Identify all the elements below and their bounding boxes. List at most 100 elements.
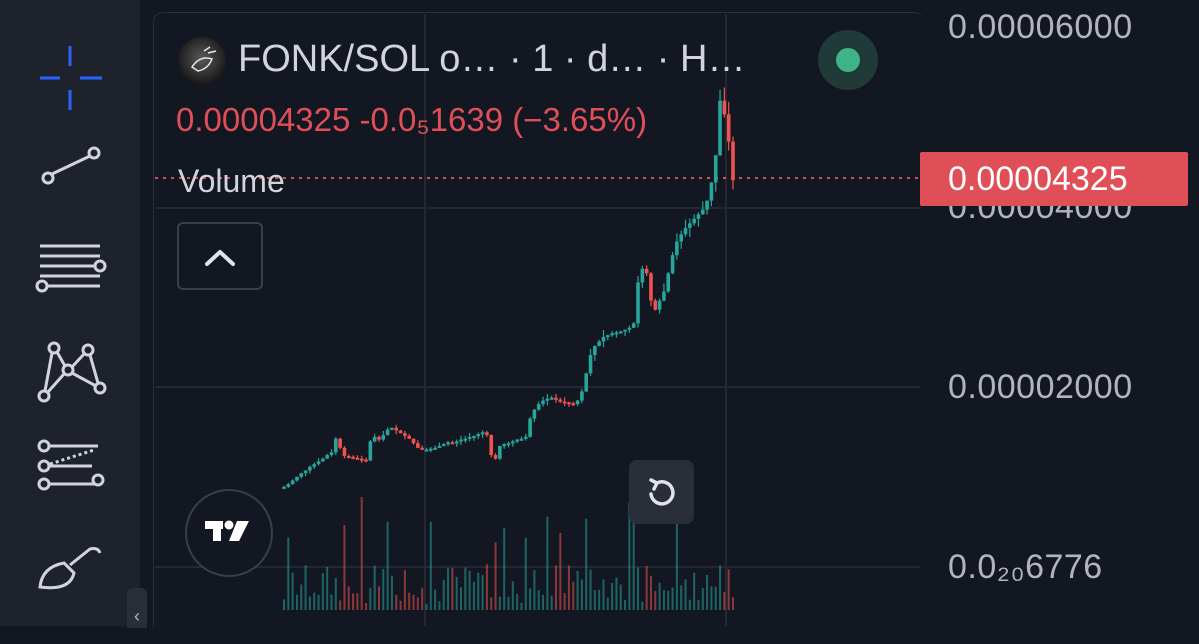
volume-bar	[701, 588, 704, 610]
candle-body	[692, 218, 696, 224]
volume-bar	[287, 537, 290, 610]
candle-body	[355, 457, 360, 460]
candle-body	[541, 400, 545, 405]
volume-bar	[693, 572, 696, 610]
candle-body	[670, 255, 675, 274]
volume-bar	[719, 565, 722, 610]
candle-body	[493, 455, 498, 459]
candle-body	[377, 436, 381, 440]
volume-label[interactable]: Volume	[178, 163, 285, 199]
symbol-logo	[178, 37, 226, 85]
volume-bar	[447, 567, 450, 610]
volume-bar	[304, 565, 307, 610]
candle-body	[450, 442, 455, 445]
candle-body	[571, 403, 576, 406]
volume-bar	[503, 527, 506, 610]
volume-bar	[339, 600, 342, 610]
volume-bar	[295, 594, 298, 610]
ohlc-values: 0.00004325 -0.0₅1639 (−3.65%)	[176, 101, 648, 138]
volume-bar	[377, 586, 380, 610]
volume-bar	[641, 601, 644, 610]
volume-bar	[567, 565, 570, 610]
candle-body	[329, 452, 334, 456]
chart-pane[interactable]	[153, 12, 924, 627]
candle-body	[312, 464, 317, 467]
volume-bar	[365, 603, 368, 610]
volume-bar	[524, 537, 527, 610]
candle-body	[506, 443, 511, 446]
candle-body	[554, 397, 558, 400]
reset-chart-button[interactable]	[629, 460, 694, 524]
volume-bar	[516, 593, 519, 610]
volume-bar	[572, 581, 575, 610]
sidebar-toggle-button[interactable]: ‹	[127, 588, 147, 628]
trend-line-icon[interactable]	[30, 115, 110, 195]
volume-bar	[321, 573, 324, 610]
forecast-icon[interactable]	[30, 430, 110, 510]
candle-body	[407, 435, 412, 439]
candle-body	[321, 458, 325, 462]
drawing-toolbar	[0, 0, 140, 626]
volume-bar	[559, 532, 562, 610]
volume-bar	[658, 582, 661, 610]
price-scale[interactable]	[923, 0, 1199, 626]
price-axis-label: 0.0₂₀6776	[948, 548, 1103, 586]
candles	[282, 87, 735, 490]
candle-body	[295, 476, 299, 481]
candle-body	[675, 241, 679, 256]
volume-bar	[632, 496, 635, 610]
candle-body	[515, 439, 519, 442]
volume-bar	[710, 586, 713, 610]
volume-bar	[308, 596, 311, 610]
candle-body	[372, 436, 377, 442]
grid	[155, 14, 920, 626]
candle-body	[454, 441, 459, 444]
candle-body	[416, 443, 420, 448]
volume-bar	[684, 579, 687, 610]
candle-body	[666, 273, 671, 292]
volume-bar	[723, 591, 726, 610]
candle-body	[485, 432, 489, 436]
volume-bar	[425, 603, 428, 610]
candle-body	[636, 282, 640, 324]
chevron-up-icon	[205, 250, 235, 266]
candle-body	[437, 445, 442, 448]
volume-bar	[373, 565, 376, 610]
market-status-indicator[interactable]	[818, 30, 878, 90]
candle-body	[359, 458, 364, 461]
volume-bar	[706, 575, 709, 610]
symbol-title[interactable]: FONK/SOL o… · 1 · d… · H…	[238, 38, 746, 80]
volume-bar	[460, 587, 463, 610]
volume-bar	[580, 579, 583, 610]
volume-bar	[654, 590, 657, 610]
volume-bar	[438, 601, 441, 610]
volume-bar	[675, 516, 678, 610]
candle-body	[523, 436, 528, 439]
tradingview-logo[interactable]	[185, 489, 273, 577]
candle-body	[679, 234, 683, 242]
pattern-icon[interactable]	[30, 328, 110, 408]
volume-bar	[628, 502, 631, 610]
volume-bar	[395, 594, 398, 610]
candle-body	[644, 268, 649, 274]
candle-body	[385, 429, 390, 436]
volume-bar	[347, 586, 350, 610]
candle-body	[441, 444, 446, 447]
volume-bar	[649, 575, 652, 610]
volume-bar	[416, 597, 419, 610]
candle-body	[567, 402, 571, 405]
candle-body	[325, 455, 329, 459]
candle-body	[398, 430, 403, 434]
brush-icon[interactable]	[30, 535, 110, 615]
volume-bar	[662, 589, 665, 610]
candle-body	[618, 331, 623, 334]
volume-bar	[606, 597, 609, 610]
crosshair-icon[interactable]	[30, 38, 110, 118]
fib-retracement-icon[interactable]	[30, 230, 110, 310]
volume-bar	[576, 570, 579, 610]
volume-bar	[300, 584, 303, 610]
collapse-legend-button[interactable]	[177, 222, 263, 290]
candle-body	[282, 486, 286, 489]
candle-body	[424, 449, 429, 452]
candle-body	[463, 438, 468, 441]
